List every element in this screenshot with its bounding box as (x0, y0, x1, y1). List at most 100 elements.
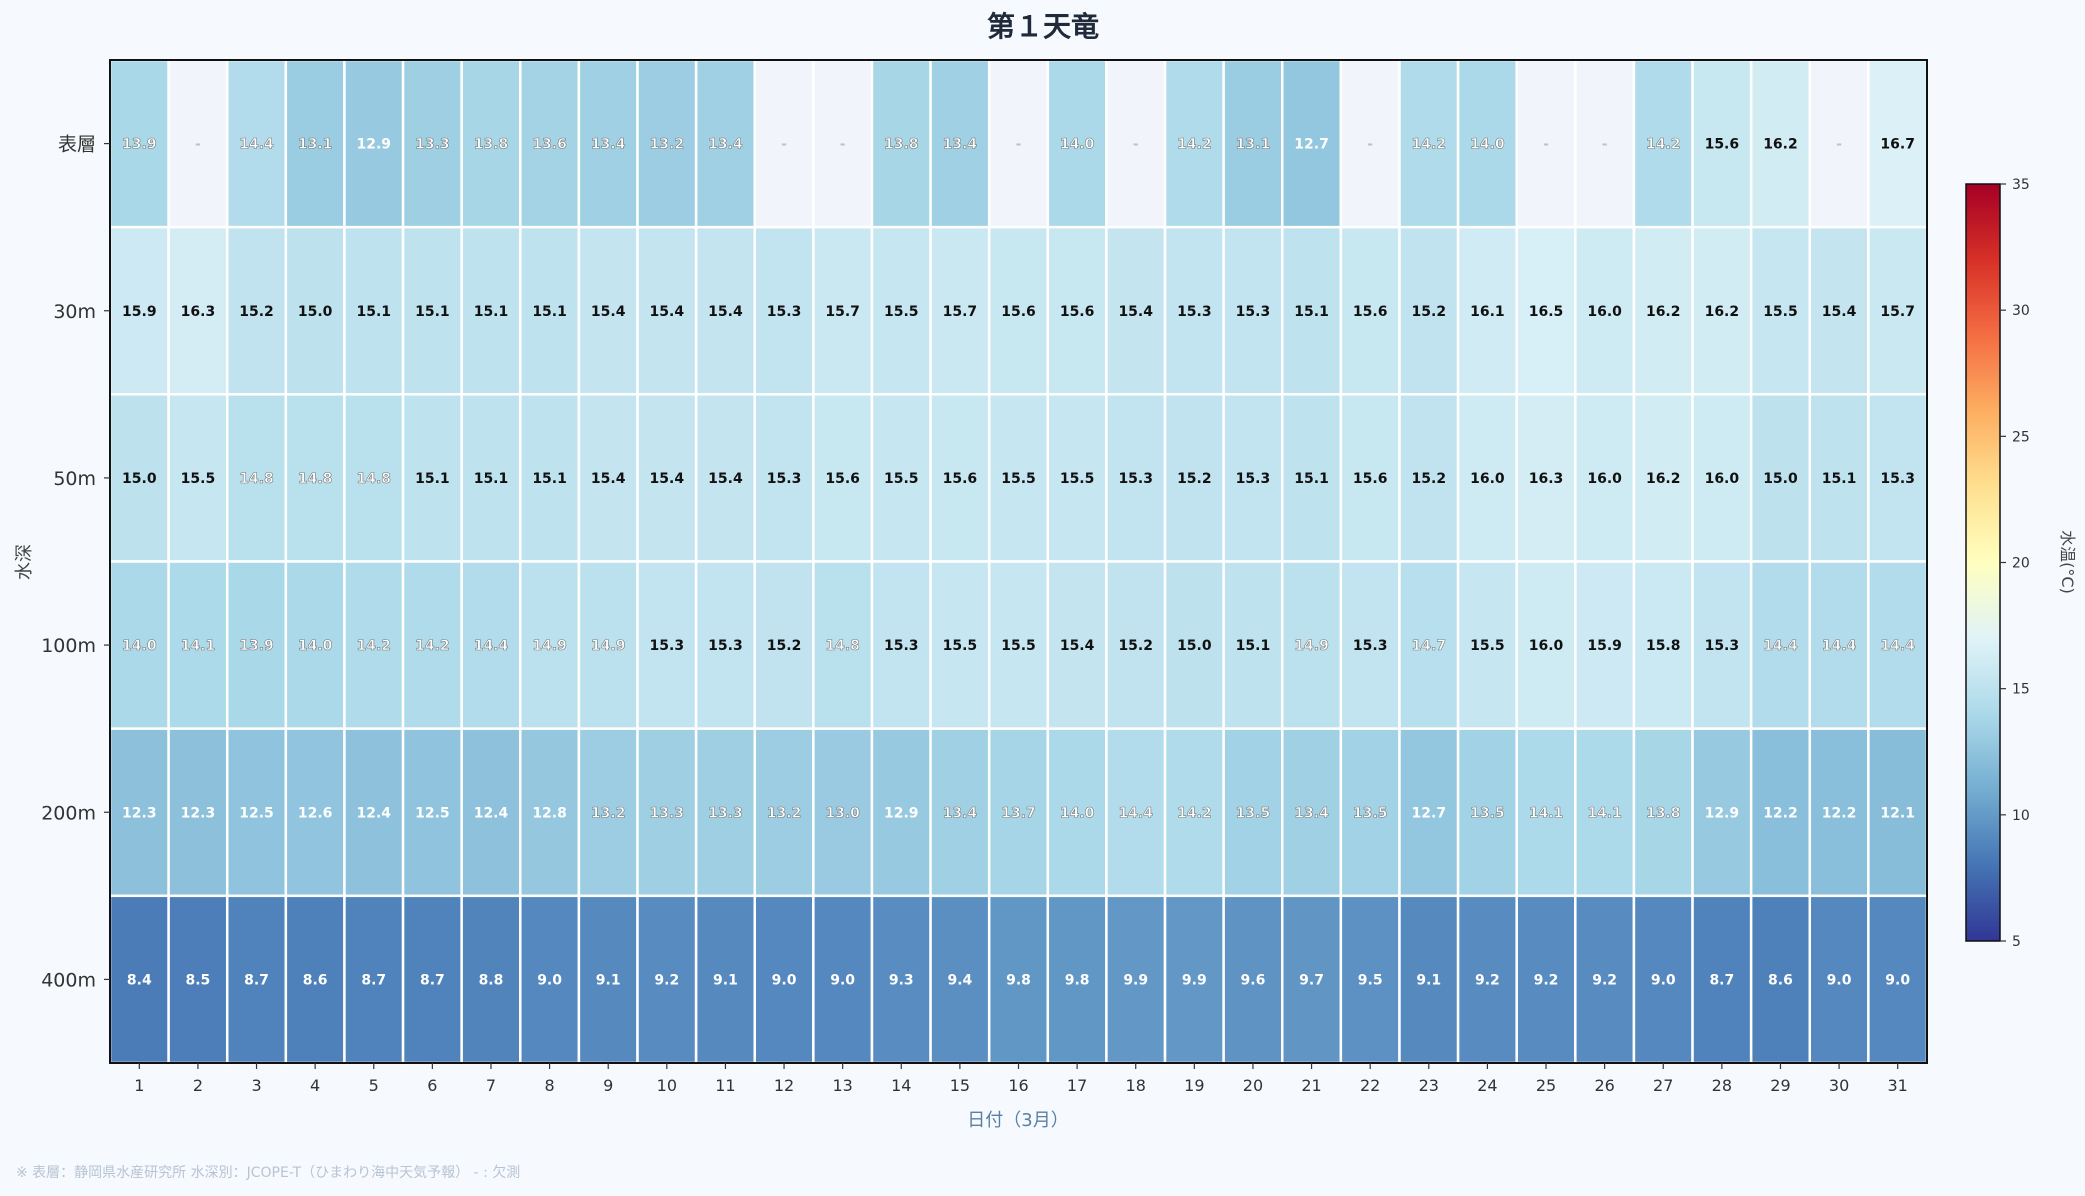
heatmap-cell (1105, 727, 1167, 898)
heatmap-cell (987, 393, 1050, 563)
cell-value-label: 15.1 (1294, 471, 1329, 487)
cell-value-label: 14.1 (181, 638, 216, 654)
cell-value-label: 15.8 (1646, 638, 1681, 654)
cell-value-label: 14.2 (415, 638, 450, 654)
cell-value-label: 15.5 (943, 638, 978, 654)
heatmap-cell (167, 894, 229, 1065)
heatmap-cell (1163, 225, 1225, 396)
cell-value-label: 14.0 (1060, 805, 1095, 821)
cell-value-label: 15.4 (650, 304, 685, 320)
heatmap-cell (929, 225, 991, 396)
cell-value-label: 14.4 (1118, 805, 1153, 821)
heatmap-cell (284, 393, 346, 563)
cell-value-label: 16.0 (1529, 638, 1564, 654)
cell-value-label: 13.4 (1294, 805, 1329, 821)
x-tick-label: 27 (1653, 1076, 1673, 1095)
heatmap-cell (401, 58, 463, 229)
heatmap-cell (401, 894, 463, 1065)
x-tick-labels: 1 2 3 4 5 6 7 8 9 10 11 12 13 14 15 16 17 18 19 20 21 22 23 24 2… (134, 1063, 1908, 1095)
heatmap-cell (167, 727, 229, 898)
y-tick-label: 50m (53, 468, 96, 490)
cell-value-label: 16.3 (1529, 471, 1564, 487)
heatmap-cell (1105, 58, 1167, 229)
heatmap-cell (1398, 393, 1460, 563)
cell-value-label: 15.4 (1060, 638, 1095, 654)
heatmap-cell (1632, 727, 1694, 898)
heatmap-cell (987, 58, 1050, 229)
heatmap-cell (343, 560, 405, 730)
cell-value-label: 14.9 (1294, 638, 1329, 654)
cell-value-label: 13.7 (1001, 805, 1036, 821)
heatmap-cell (1339, 225, 1401, 396)
cell-value-label: 16.2 (1705, 304, 1740, 320)
cell-value-label: 13.2 (591, 805, 626, 821)
y-axis-title: 水深 (14, 544, 35, 580)
cell-value-label: 14.0 (298, 638, 333, 654)
cell-value-label: 9.8 (1065, 972, 1090, 988)
cell-value-label: 15.3 (1118, 471, 1153, 487)
heatmap-cell (1222, 225, 1284, 396)
cell-value-label: 13.4 (708, 137, 743, 153)
cell-value-label: 16.0 (1587, 471, 1622, 487)
cell-value-label: 9.4 (947, 972, 972, 988)
heatmap-cell (694, 560, 756, 730)
cell-value-label: 12.2 (1763, 805, 1798, 821)
cell-value-label: 14.2 (1177, 137, 1212, 153)
heatmap-cell (401, 560, 463, 730)
cell-value-label: 15.5 (1470, 638, 1505, 654)
cell-value-label: 9.2 (1592, 972, 1617, 988)
x-tick-label: 21 (1301, 1076, 1321, 1095)
heatmap-cell (929, 393, 991, 563)
colorbar-tick-label: 10 (2012, 808, 2030, 824)
cell-value-label: 14.4 (1880, 638, 1915, 654)
cell-value-label: 15.6 (825, 471, 860, 487)
colorbar (1965, 183, 2001, 942)
cell-value-label: 15.1 (474, 304, 509, 320)
cell-value-label: 15.0 (1177, 638, 1212, 654)
heatmap-cell (812, 393, 874, 563)
heatmap-cell (460, 393, 522, 563)
heatmap-cell (753, 58, 815, 229)
cell-value-label: 12.3 (122, 805, 157, 821)
cell-value-label: 9.9 (1182, 972, 1207, 988)
colorbar-tick-label: 25 (2012, 429, 2030, 445)
colorbar-label: 水温(°C) (2058, 530, 2077, 594)
cell-value-label: - (195, 137, 201, 153)
x-tick-label: 31 (1888, 1076, 1908, 1095)
heatmap-cell (1867, 727, 1929, 898)
cell-value-label: 15.4 (650, 471, 685, 487)
cell-value-label: 14.8 (298, 471, 333, 487)
y-tick-label: 表層 (58, 134, 96, 156)
cell-value-label: 15.7 (943, 304, 978, 320)
cell-value-label: - (1543, 137, 1549, 153)
cell-value-label: 13.1 (298, 137, 333, 153)
cell-value-label: 14.0 (1060, 137, 1095, 153)
cell-value-label: 14.8 (356, 471, 391, 487)
heatmap-cell (870, 560, 932, 730)
heatmap-cell (870, 225, 932, 396)
heatmap-cell (460, 894, 522, 1065)
x-tick-label: 22 (1360, 1076, 1380, 1095)
cell-value-label: 9.2 (654, 972, 679, 988)
cell-value-label: 9.3 (889, 972, 914, 988)
heatmap-cell (1105, 894, 1167, 1065)
cell-value-label: 13.2 (650, 137, 685, 153)
cell-value-label: 13.2 (767, 805, 802, 821)
cell-value-label: 13.5 (1353, 805, 1388, 821)
cell-value-label: 12.9 (884, 805, 919, 821)
cell-value-label: 9.0 (1827, 972, 1852, 988)
cell-value-label: 13.8 (884, 137, 919, 153)
heatmap-cell (1163, 560, 1225, 730)
cell-value-label: 8.7 (420, 972, 445, 988)
colorbar-tick-label: 5 (2012, 934, 2021, 950)
cell-value-label: 14.2 (1646, 137, 1681, 153)
cell-value-label: 15.6 (943, 471, 978, 487)
cell-value-label: 15.1 (1294, 304, 1329, 320)
heatmap-cell (1281, 894, 1343, 1065)
cell-value-label: 15.4 (1822, 304, 1857, 320)
x-tick-label: 14 (891, 1076, 911, 1095)
heatmap-cell (987, 225, 1050, 396)
heatmap-cell (343, 225, 405, 396)
colorbar-ticks: 5 10 15 20 25 30 35 (2000, 177, 2030, 950)
heatmap-cell (1046, 393, 1108, 563)
